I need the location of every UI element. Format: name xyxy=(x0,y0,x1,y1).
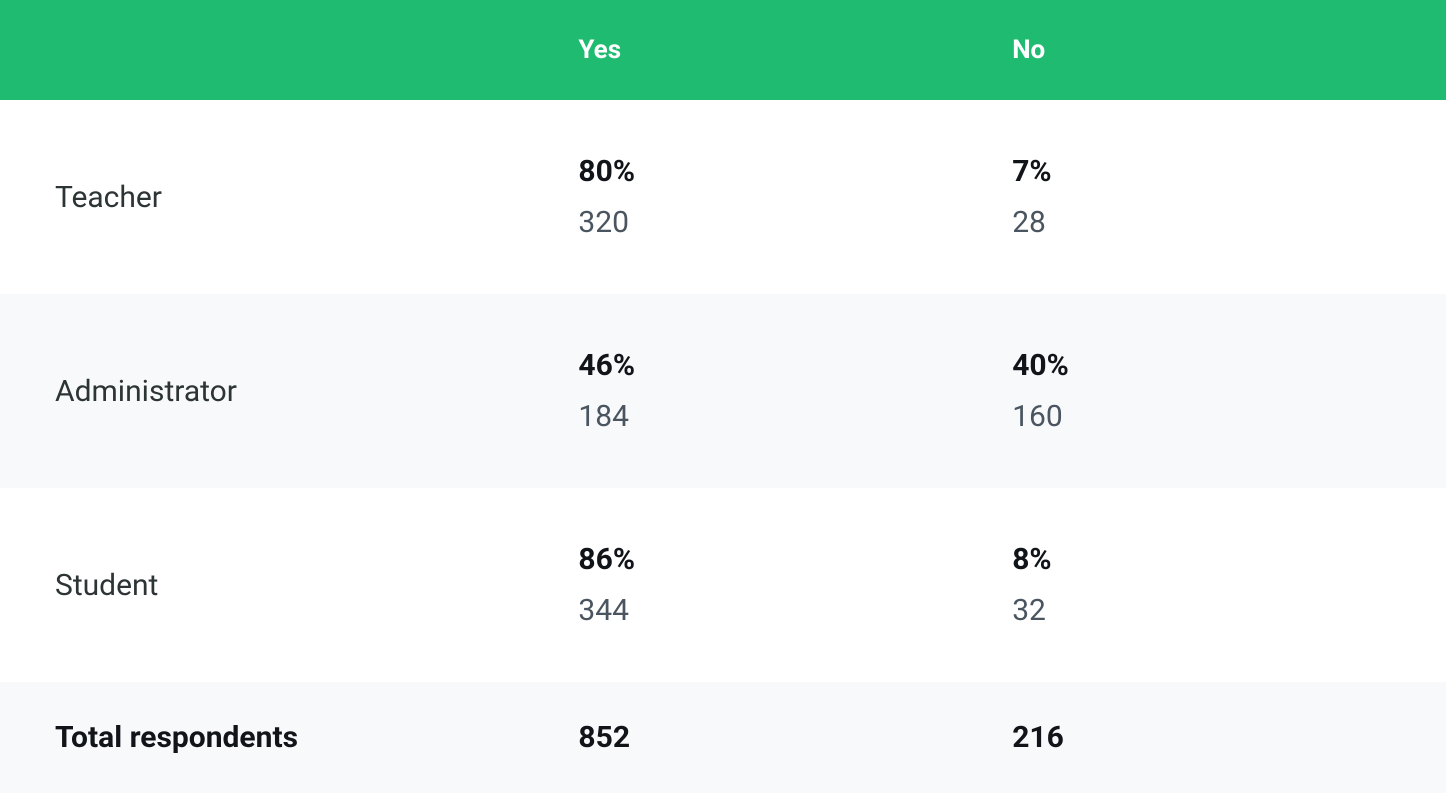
table-total-row: Total respondents 852 216 xyxy=(0,682,1446,793)
total-yes: 852 xyxy=(578,682,1012,793)
count-value: 160 xyxy=(1012,391,1446,442)
cell-no: 8% 32 xyxy=(1012,488,1446,682)
survey-table: Yes No Teacher 80% 320 7% 28 Administrat… xyxy=(0,0,1446,793)
count-value: 344 xyxy=(578,585,1012,636)
total-no: 216 xyxy=(1012,682,1446,793)
row-label: Student xyxy=(0,488,578,682)
percent-value: 7% xyxy=(1012,146,1446,197)
total-label: Total respondents xyxy=(0,682,578,793)
table-row: Teacher 80% 320 7% 28 xyxy=(0,100,1446,294)
percent-value: 86% xyxy=(578,534,1012,585)
percent-value: 8% xyxy=(1012,534,1446,585)
percent-value: 46% xyxy=(578,340,1012,391)
cell-yes: 46% 184 xyxy=(578,294,1012,488)
cell-no: 40% 160 xyxy=(1012,294,1446,488)
row-label: Teacher xyxy=(0,100,578,294)
percent-value: 80% xyxy=(578,146,1012,197)
count-value: 184 xyxy=(578,391,1012,442)
table-row: Student 86% 344 8% 32 xyxy=(0,488,1446,682)
percent-value: 40% xyxy=(1012,340,1446,391)
count-value: 320 xyxy=(578,197,1012,248)
cell-no: 7% 28 xyxy=(1012,100,1446,294)
table-row: Administrator 46% 184 40% 160 xyxy=(0,294,1446,488)
header-no: No xyxy=(1012,0,1446,100)
table-header-row: Yes No xyxy=(0,0,1446,100)
row-label: Administrator xyxy=(0,294,578,488)
count-value: 32 xyxy=(1012,585,1446,636)
cell-yes: 80% 320 xyxy=(578,100,1012,294)
cell-yes: 86% 344 xyxy=(578,488,1012,682)
header-blank xyxy=(0,0,578,100)
count-value: 28 xyxy=(1012,197,1446,248)
header-yes: Yes xyxy=(578,0,1012,100)
